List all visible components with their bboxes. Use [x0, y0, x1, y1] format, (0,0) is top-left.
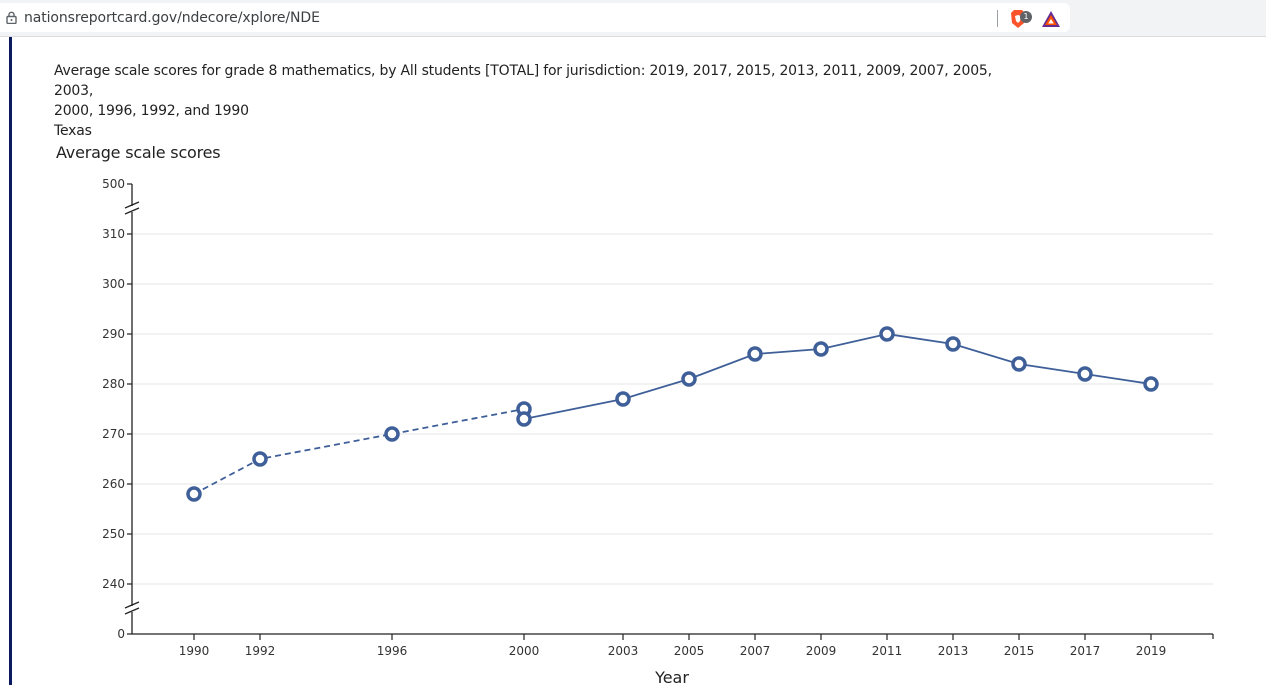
y-tick-label-240: 240	[102, 577, 125, 591]
caption-line-2: 2000, 1996, 1992, and 1990	[54, 103, 249, 119]
x-tick-label-2011: 2011	[872, 644, 903, 658]
data-point-2009-287	[813, 341, 829, 357]
caption-line-1: Average scale scores for grade 8 mathema…	[54, 63, 992, 99]
y-tick-label-260: 260	[102, 477, 125, 491]
y-axis-break-top	[124, 201, 140, 215]
page-left-accent-bar	[9, 37, 12, 685]
x-tick-label-2017: 2017	[1070, 644, 1101, 658]
address-bar[interactable]: nationsreportcard.gov/ndecore/xplore/NDE…	[0, 3, 1070, 32]
lock-icon[interactable]	[5, 11, 18, 24]
y-tick-label-250: 250	[102, 527, 125, 541]
data-point-2003-277	[615, 391, 631, 407]
brave-badge-count: 1	[1020, 11, 1032, 23]
browser-toolbar: nationsreportcard.gov/ndecore/xplore/NDE…	[0, 0, 1266, 37]
y-axis-break-bottom	[124, 601, 140, 615]
data-point-1992-265	[252, 451, 268, 467]
x-tick-label-2009: 2009	[806, 644, 837, 658]
data-point-2017-282	[1077, 366, 1093, 382]
y-tick-label-270: 270	[102, 427, 125, 441]
y-tick-label-500: 500	[102, 177, 125, 191]
x-tick-label-2005: 2005	[674, 644, 705, 658]
url-text[interactable]: nationsreportcard.gov/ndecore/xplore/NDE	[24, 10, 320, 26]
data-point-1990-258	[186, 486, 202, 502]
data-point-2007-286	[747, 346, 763, 362]
data-point-2011-290	[879, 326, 895, 342]
x-tick-label-2013: 2013	[938, 644, 969, 658]
series-2-line	[523, 333, 1152, 420]
x-tick-label-2003: 2003	[608, 644, 639, 658]
x-tick-label-1996: 1996	[377, 644, 408, 658]
x-axis-title: Year	[654, 668, 689, 685]
x-tick-label-2015: 2015	[1004, 644, 1035, 658]
data-point-1996-270	[384, 426, 400, 442]
x-tick-label-1990: 1990	[179, 644, 210, 658]
y-tick-label-290: 290	[102, 327, 125, 341]
x-tick-label-2000: 2000	[509, 644, 540, 658]
y-tick-label-310: 310	[102, 227, 125, 241]
toolbar-divider	[997, 10, 998, 27]
y-tick-label-0: 0	[117, 627, 125, 641]
data-point-2019-280	[1143, 376, 1159, 392]
brave-rewards-icon[interactable]	[1041, 10, 1061, 28]
data-point-2015-284	[1011, 356, 1027, 372]
caption-jurisdiction: Texas	[54, 123, 92, 139]
x-tick-label-2019: 2019	[1136, 644, 1167, 658]
y-tick-label-300: 300	[102, 277, 125, 291]
x-tick-label-2007: 2007	[740, 644, 771, 658]
series-1-line	[193, 408, 525, 495]
data-point-2013-288	[945, 336, 961, 352]
y-axis-title: Average scale scores	[56, 143, 221, 162]
chart-caption: Average scale scores for grade 8 mathema…	[54, 61, 994, 141]
x-tick-label-1992: 1992	[245, 644, 276, 658]
data-point-2000-273	[516, 411, 532, 427]
data-point-2005-281	[681, 371, 697, 387]
y-tick-label-280: 280	[102, 377, 125, 391]
